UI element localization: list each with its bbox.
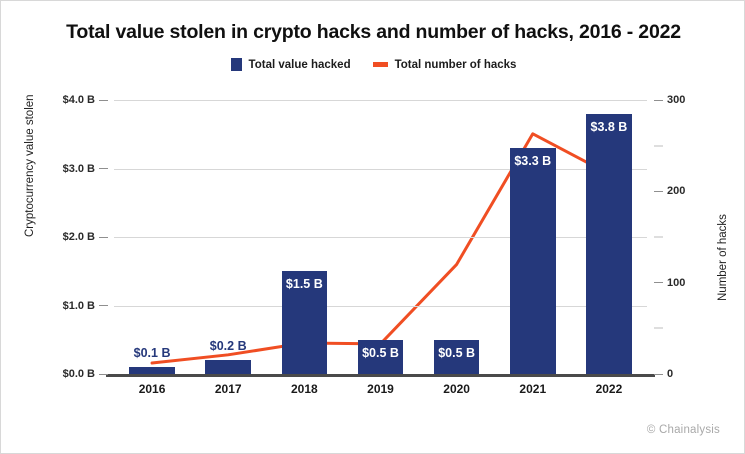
x-axis-tick-2021: 2021 <box>519 382 547 396</box>
bar-2017 <box>205 360 252 374</box>
left-axis-tick-label: $0.0 B <box>63 368 108 380</box>
bar-value-label-2021: $3.3 B <box>514 153 552 168</box>
bar-value-label-2017: $0.2 B <box>209 339 247 354</box>
x-axis-tick-2020: 2020 <box>443 382 470 396</box>
legend-label-total-value-hacked: Total value hacked <box>248 58 351 71</box>
left-axis-tick-label: $4.0 B <box>63 94 108 106</box>
right-axis-tick-label: 200 <box>654 185 685 197</box>
right-axis-minor-tick <box>654 327 663 329</box>
chart-legend: Total value hacked Total number of hacks <box>1 58 744 71</box>
bar-2020 <box>433 339 480 374</box>
gridline <box>114 305 647 307</box>
x-axis-baseline <box>106 374 655 377</box>
right-axis-tick-label: 0 <box>654 368 673 380</box>
bar-2019 <box>357 339 404 374</box>
right-axis-minor-tick <box>654 145 663 147</box>
bar-2016 <box>129 367 175 374</box>
right-axis-tick-label: 100 <box>654 277 685 289</box>
line-swatch-icon <box>372 62 388 67</box>
chainalysis-watermark: © Chainalysis <box>646 424 720 436</box>
x-axis-tick-2016: 2016 <box>138 382 166 396</box>
right-axis-title: Number of hacks <box>717 214 729 301</box>
right-axis-minor-tick <box>654 236 663 238</box>
gridline <box>114 237 647 238</box>
bar-value-label-2020: $0.5 B <box>438 345 476 360</box>
bar-value-label-2016: $0.1 B <box>133 346 171 361</box>
legend-item-total-number-of-hacks: Total number of hacks <box>372 58 517 71</box>
gridline <box>114 100 647 101</box>
left-axis-tick-label: $3.0 B <box>63 163 108 175</box>
legend-label-total-number-of-hacks: Total number of hacks <box>394 58 517 71</box>
x-axis-tick-2019: 2019 <box>367 382 394 396</box>
bar-value-label-2018: $1.5 B <box>285 277 323 292</box>
x-axis-tick-2022: 2022 <box>595 382 623 396</box>
bar-value-label-2022: $3.8 B <box>590 119 628 134</box>
bar-2022 <box>586 113 632 374</box>
plot-area: $0.0 B $1.0 B $2.0 B $3.0 B $4.0 B 0 100 200 300… <box>63 94 686 396</box>
right-axis-tick-label: 300 <box>654 94 685 106</box>
bar-2018 <box>281 271 328 374</box>
left-axis-tick-label: $2.0 B <box>63 231 108 243</box>
gridline <box>114 168 647 170</box>
bar-swatch-icon <box>230 58 242 71</box>
legend-item-total-value-hacked: Total value hacked <box>230 58 351 71</box>
x-axis-tick-2017: 2017 <box>214 382 242 396</box>
x-axis-tick-2018: 2018 <box>290 382 318 396</box>
bar-value-label-2019: $0.5 B <box>362 345 399 360</box>
chart-title: Total value stolen in crypto hacks and n… <box>66 21 681 43</box>
left-axis-tick-label: $1.0 B <box>63 300 108 312</box>
bar-2021 <box>509 147 556 374</box>
left-axis-title: Cryptocurrency value stolen <box>24 94 36 237</box>
